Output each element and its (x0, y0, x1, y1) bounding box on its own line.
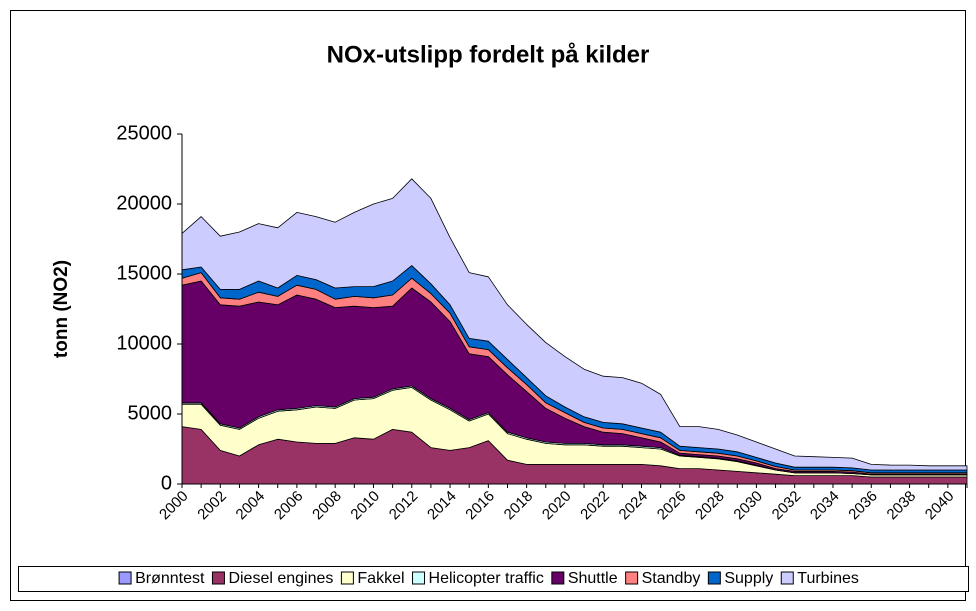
y-tick-label: 25000 (116, 122, 172, 144)
legend-label: Shuttle (568, 570, 618, 587)
y-tick-label: 5000 (128, 402, 173, 424)
legend-label: Brønntest (135, 570, 205, 587)
legend-swatch (211, 571, 225, 585)
legend-swatch (118, 571, 132, 585)
chart-title: NOx-utslipp fordelt på kilder (327, 41, 650, 68)
legend-swatch (780, 571, 794, 585)
legend-swatch (551, 571, 565, 585)
legend-swatch (340, 571, 354, 585)
legend-box (18, 566, 969, 592)
legend-label: Turbines (797, 570, 859, 587)
legend-label: Helicopter traffic (429, 570, 544, 587)
legend-swatch (625, 571, 639, 585)
y-tick-label: 20000 (116, 192, 172, 214)
area (181, 178, 968, 471)
y-tick-label: 0 (161, 472, 172, 494)
legend-swatch (412, 571, 426, 585)
legend-label: Diesel engines (228, 570, 333, 587)
legend-label: Supply (724, 570, 773, 587)
legend-swatch (707, 571, 721, 585)
y-axis-label: tonn (NO2) (51, 260, 72, 358)
y-tick-label: 15000 (116, 262, 172, 284)
legend-label: Fakkel (357, 570, 404, 587)
y-tick-label: 10000 (116, 332, 172, 354)
legend-label: Standby (642, 570, 701, 587)
